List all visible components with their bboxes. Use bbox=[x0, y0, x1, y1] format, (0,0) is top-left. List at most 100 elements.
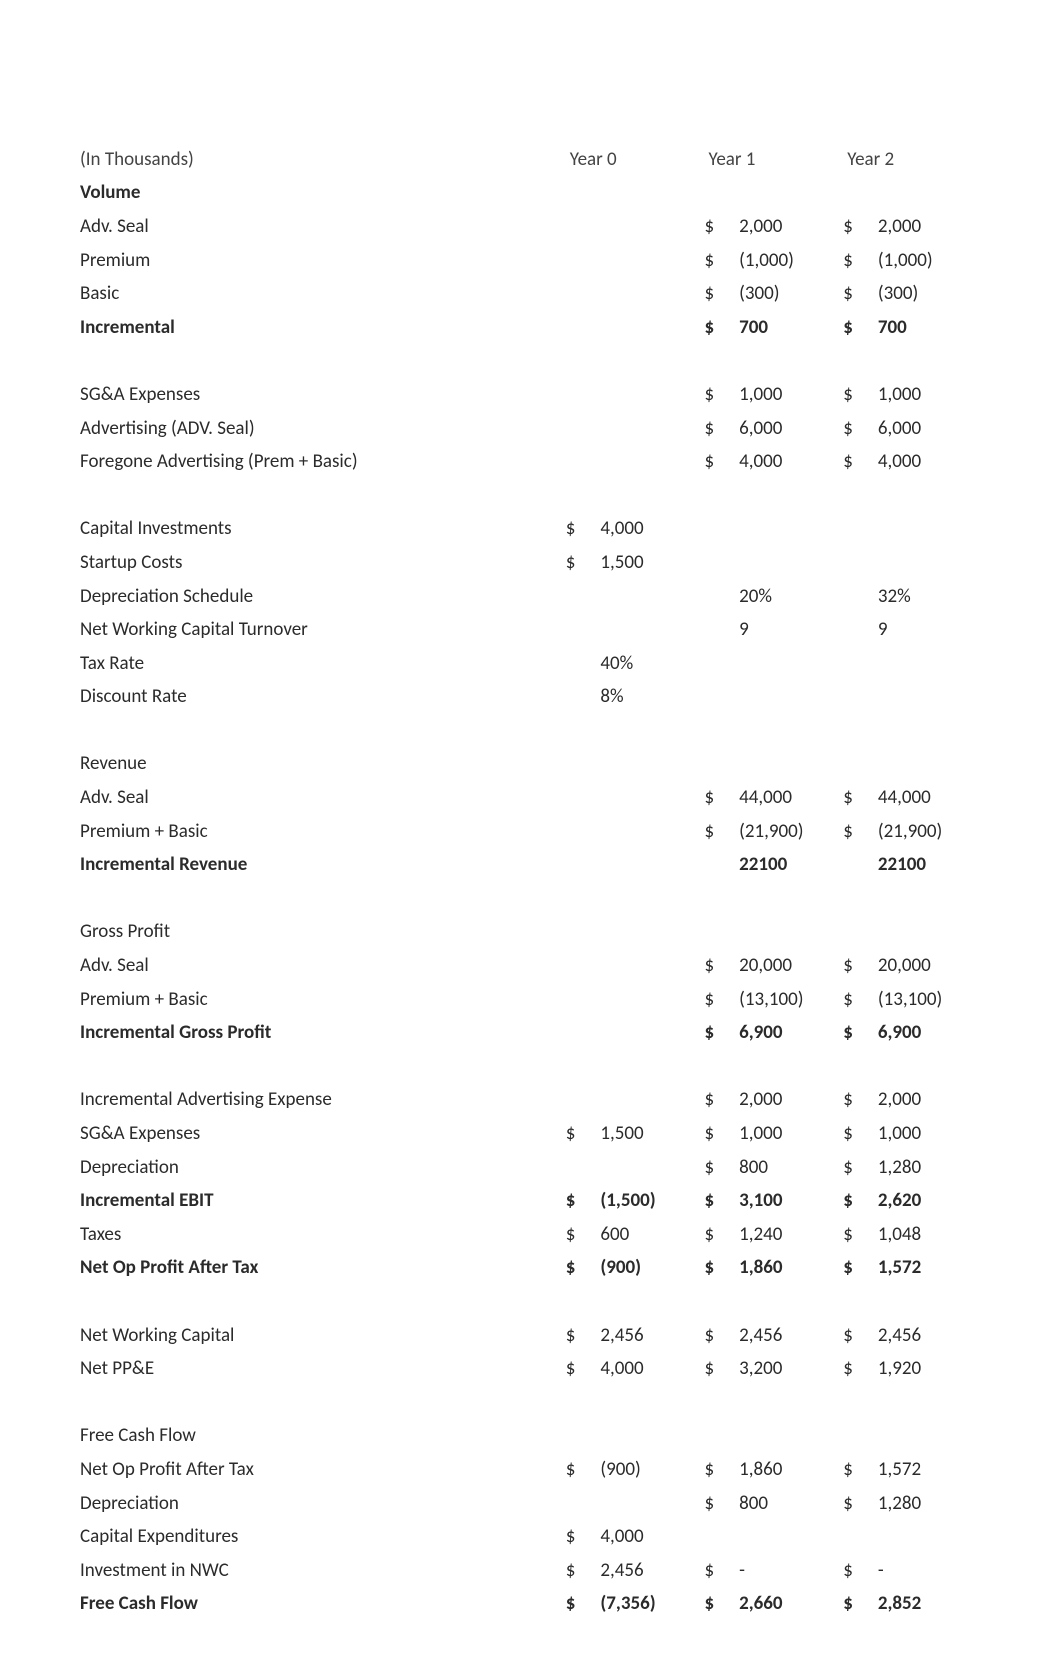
table-row: Premium $(1,000) $(1,000) bbox=[80, 241, 982, 275]
table-row: Net Op Profit After Tax $(900) $1,860 $1… bbox=[80, 1249, 982, 1283]
cell: 2,852 bbox=[878, 1585, 982, 1619]
row-label: Incremental EBIT bbox=[80, 1181, 566, 1215]
cell: 44,000 bbox=[878, 778, 982, 812]
cell: (7,356) bbox=[600, 1585, 704, 1619]
cell: 700 bbox=[739, 308, 843, 342]
table-row: Incremental $700 $700 bbox=[80, 308, 982, 342]
cell: (13,100) bbox=[739, 980, 843, 1014]
cur: $ bbox=[843, 812, 878, 846]
cur: $ bbox=[843, 1450, 878, 1484]
cell: 6,900 bbox=[878, 1013, 982, 1047]
table-row: Adv. Seal $20,000 $20,000 bbox=[80, 946, 982, 980]
row-label: Capital Expenditures bbox=[80, 1517, 566, 1551]
table-row: SG&A Expenses $1,500 $1,000 $1,000 bbox=[80, 1114, 982, 1148]
cell: 800 bbox=[739, 1484, 843, 1518]
table-row: Net PP&E $4,000 $3,200 $1,920 bbox=[80, 1349, 982, 1383]
table-row: Adv. Seal $44,000 $44,000 bbox=[80, 778, 982, 812]
cell: 4,000 bbox=[878, 442, 982, 476]
row-label: Incremental Advertising Expense bbox=[80, 1081, 566, 1115]
cell: 1,500 bbox=[600, 1114, 704, 1148]
table-row: Volume bbox=[80, 174, 982, 208]
section-volume: Volume bbox=[80, 174, 566, 208]
cur: $ bbox=[843, 1249, 878, 1283]
cur: $ bbox=[843, 1181, 878, 1215]
row-label: Free Cash Flow bbox=[80, 1585, 566, 1619]
cur: $ bbox=[704, 1316, 739, 1350]
cell: 8% bbox=[600, 678, 704, 712]
table-row: Capital Investments $4,000 bbox=[80, 510, 982, 544]
cell: 20% bbox=[739, 577, 843, 611]
cell: 700 bbox=[878, 308, 982, 342]
cell: (1,000) bbox=[878, 241, 982, 275]
section-fcf: Free Cash Flow bbox=[80, 1417, 566, 1451]
cell: 2,000 bbox=[739, 1081, 843, 1115]
cell: 20,000 bbox=[878, 946, 982, 980]
table-row: Incremental EBIT $(1,500) $3,100 $2,620 bbox=[80, 1181, 982, 1215]
cell: 4,000 bbox=[739, 442, 843, 476]
cur: $ bbox=[704, 812, 739, 846]
cell: (900) bbox=[600, 1249, 704, 1283]
cur: $ bbox=[704, 274, 739, 308]
cell: 1,572 bbox=[878, 1249, 982, 1283]
cell: 1,572 bbox=[878, 1450, 982, 1484]
table-row: Premium + Basic $(13,100) $(13,100) bbox=[80, 980, 982, 1014]
cur: $ bbox=[843, 980, 878, 1014]
cell: 2,000 bbox=[878, 207, 982, 241]
table-row: Free Cash Flow bbox=[80, 1417, 982, 1451]
cell: 4,000 bbox=[600, 510, 704, 544]
row-label: SG&A Expenses bbox=[80, 1114, 566, 1148]
cur: $ bbox=[843, 1081, 878, 1115]
cell: 1,280 bbox=[878, 1484, 982, 1518]
cur: $ bbox=[843, 1215, 878, 1249]
cur: $ bbox=[566, 1114, 601, 1148]
row-label: Incremental bbox=[80, 308, 566, 342]
cur: $ bbox=[566, 1215, 601, 1249]
table-row: Basic $(300) $(300) bbox=[80, 274, 982, 308]
cur: $ bbox=[704, 1114, 739, 1148]
cur: $ bbox=[843, 375, 878, 409]
table-row: Taxes $600 $1,240 $1,048 bbox=[80, 1215, 982, 1249]
cell: 2,456 bbox=[878, 1316, 982, 1350]
table-row: SG&A Expenses $1,000 $1,000 bbox=[80, 375, 982, 409]
cur: $ bbox=[704, 1585, 739, 1619]
cell: 1,920 bbox=[878, 1349, 982, 1383]
row-label: Premium bbox=[80, 241, 566, 275]
table-row: Foregone Advertising (Prem + Basic) $4,0… bbox=[80, 442, 982, 476]
cell: 32% bbox=[878, 577, 982, 611]
cell: (900) bbox=[600, 1450, 704, 1484]
table-row: Net Working Capital $2,456 $2,456 $2,456 bbox=[80, 1316, 982, 1350]
table-row: Depreciation $800 $1,280 bbox=[80, 1148, 982, 1182]
table-row: Depreciation Schedule 20% 32% bbox=[80, 577, 982, 611]
row-label: Foregone Advertising (Prem + Basic) bbox=[80, 442, 566, 476]
cur: $ bbox=[843, 207, 878, 241]
table-row: Net Op Profit After Tax $(900) $1,860 $1… bbox=[80, 1450, 982, 1484]
section-gross-profit: Gross Profit bbox=[80, 913, 566, 947]
cur: $ bbox=[704, 1551, 739, 1585]
cell: 1,860 bbox=[739, 1450, 843, 1484]
cur: $ bbox=[566, 1517, 601, 1551]
row-label: Adv. Seal bbox=[80, 778, 566, 812]
cell: 1,500 bbox=[600, 543, 704, 577]
cell: 2,000 bbox=[739, 207, 843, 241]
cur: $ bbox=[704, 207, 739, 241]
row-label: Capital Investments bbox=[80, 510, 566, 544]
cur: $ bbox=[843, 274, 878, 308]
units-label: (In Thousands) bbox=[80, 140, 566, 174]
cell: 2,456 bbox=[600, 1551, 704, 1585]
table-row: Revenue bbox=[80, 745, 982, 779]
cur: $ bbox=[704, 778, 739, 812]
cur: $ bbox=[566, 1249, 601, 1283]
cell: 2,660 bbox=[739, 1585, 843, 1619]
cur: $ bbox=[843, 442, 878, 476]
row-label: Depreciation Schedule bbox=[80, 577, 566, 611]
cur: $ bbox=[704, 1484, 739, 1518]
cell: 22100 bbox=[739, 845, 843, 879]
cell: 2,620 bbox=[878, 1181, 982, 1215]
cell: 1,000 bbox=[878, 375, 982, 409]
table-row: Adv. Seal $2,000 $2,000 bbox=[80, 207, 982, 241]
cur: $ bbox=[704, 1148, 739, 1182]
cell: 9 bbox=[878, 610, 982, 644]
cur: $ bbox=[566, 1349, 601, 1383]
financial-table: (In Thousands) Year 0 Year 1 Year 2 Volu… bbox=[80, 140, 982, 1618]
cell: (13,100) bbox=[878, 980, 982, 1014]
